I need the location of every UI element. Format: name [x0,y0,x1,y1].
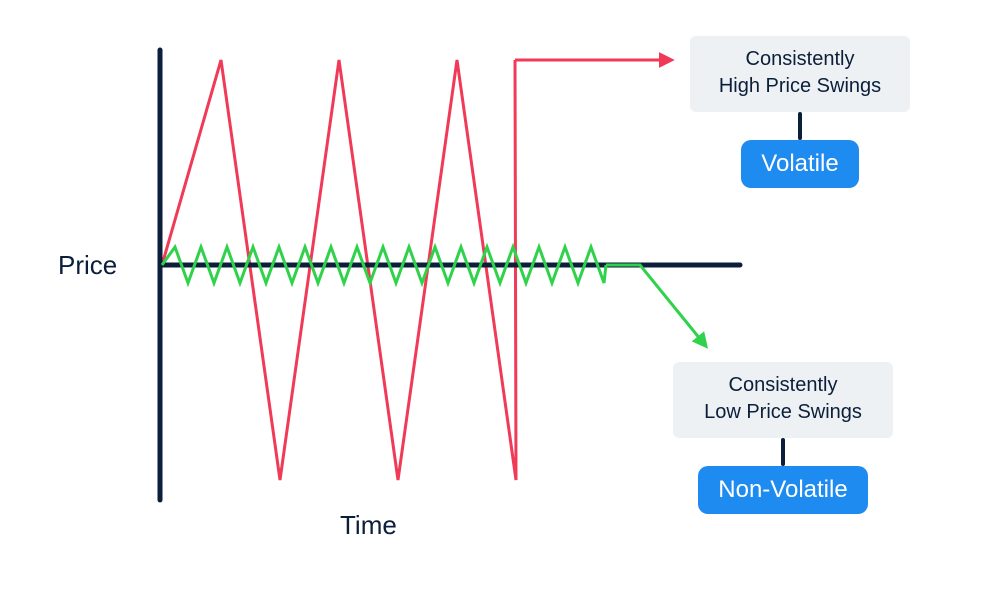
callout-volatile: Consistently High Price Swings Volatile [690,36,910,188]
callout-nonvolatile: Consistently Low Price Swings Non-Volati… [673,362,893,514]
callout-nonvolatile-line1: Consistently [681,372,885,399]
callout-volatile-line1: Consistently [698,46,902,73]
badge-nonvolatile: Non-Volatile [698,466,867,514]
callout-volatile-line2: High Price Swings [698,73,902,100]
connector [781,438,785,466]
callout-volatile-text: Consistently High Price Swings [690,36,910,112]
badge-volatile: Volatile [741,140,858,188]
y-axis-label: Price [58,250,117,281]
x-axis-label: Time [340,510,397,541]
diagram-stage: Price Time Consistently High Price Swing… [0,0,982,599]
nonvolatile-arrow [606,265,705,345]
callout-nonvolatile-text: Consistently Low Price Swings [673,362,893,438]
connector [798,112,802,140]
callout-nonvolatile-line2: Low Price Swings [681,399,885,426]
